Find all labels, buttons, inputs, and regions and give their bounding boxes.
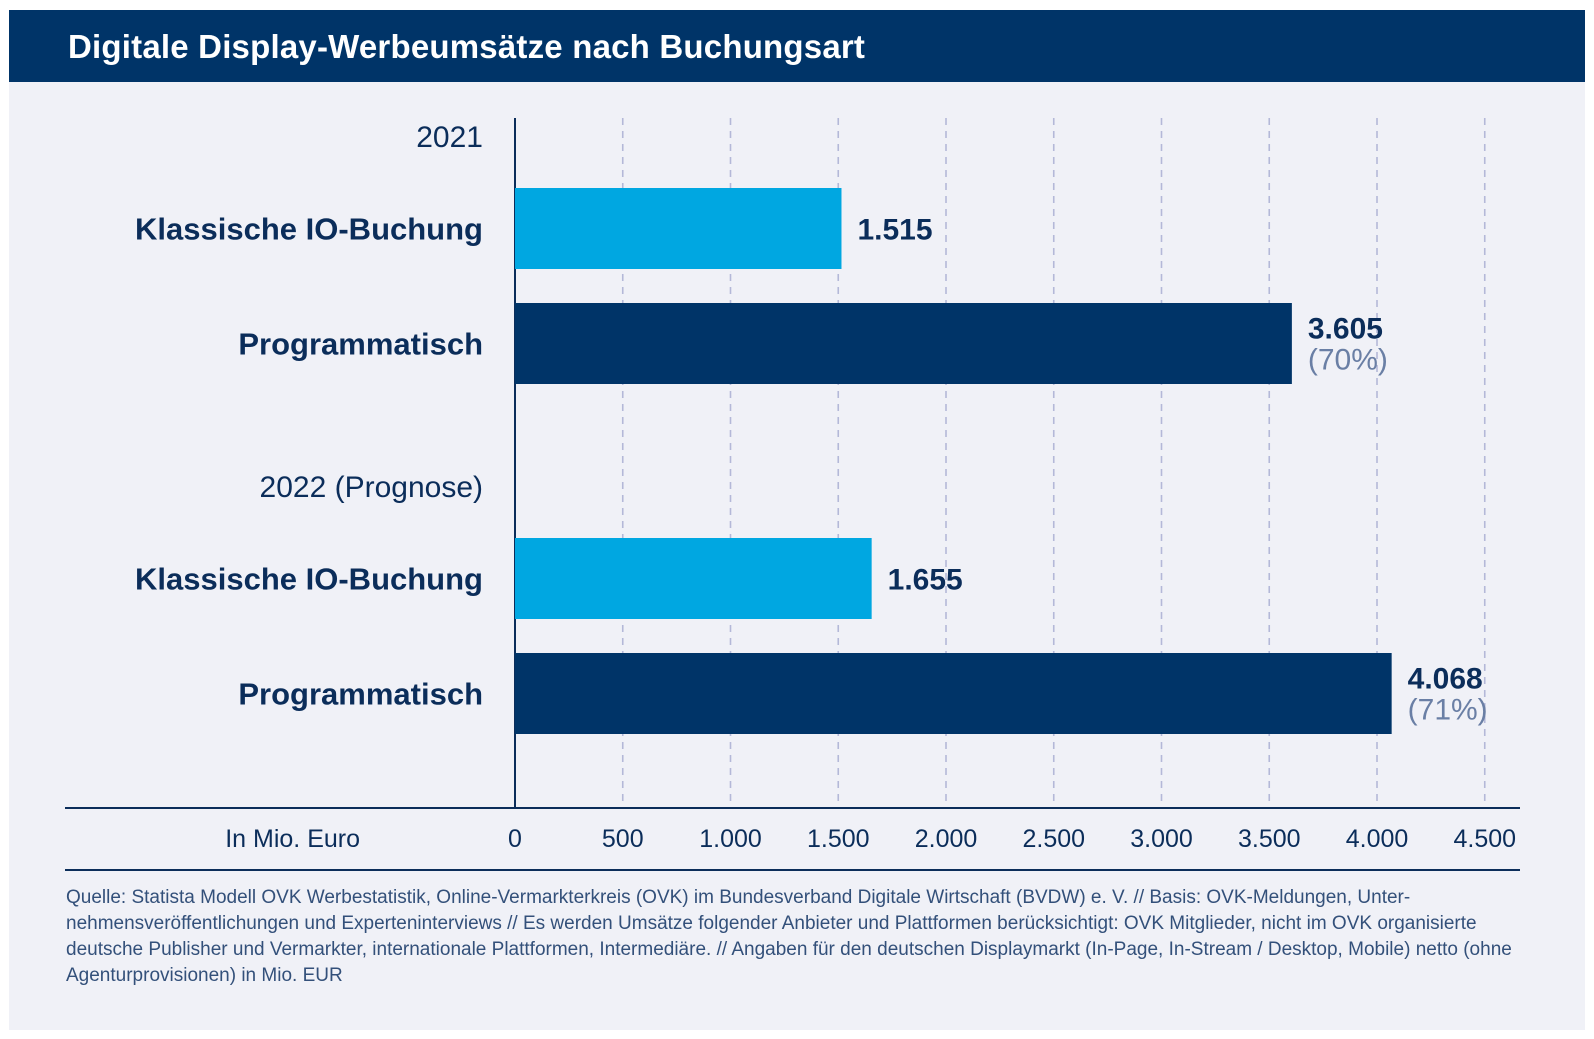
data-label: 1.515	[857, 214, 932, 247]
bar	[515, 188, 842, 269]
x-tick-label: 500	[602, 825, 644, 853]
chart-title: Digitale Display-Werbeumsätze nach Buchu…	[68, 28, 866, 65]
data-label: 1.655	[888, 564, 963, 597]
x-tick-label: 4.500	[1453, 825, 1516, 853]
labels: 0 500 1.000 1.500 2.000 2.500 3.000 3.500 4.000 4…	[135, 121, 1516, 853]
bar	[515, 303, 1292, 384]
group-label: 2022 (Prognose)	[260, 471, 483, 504]
bar	[515, 653, 1392, 734]
x-tick-label: 3.000	[1130, 825, 1193, 853]
category-label: Programmatisch	[238, 327, 483, 362]
category-label: Klassische IO-Buchung	[135, 212, 483, 247]
share-label: (70%)	[1308, 344, 1388, 377]
x-axis-label: In Mio. Euro	[225, 825, 360, 853]
x-tick-label: 0	[508, 825, 522, 853]
x-tick-label: 1.000	[699, 825, 762, 853]
data-label: 3.605	[1308, 313, 1383, 346]
source-note: Quelle: Statista Modell OVK Werbestatist…	[66, 887, 1512, 986]
x-tick-label: 2.000	[915, 825, 978, 853]
data-label: 4.068	[1408, 663, 1483, 696]
group-label: 2021	[416, 121, 483, 154]
x-tick-label: 4.000	[1346, 825, 1409, 853]
category-label: Programmatisch	[238, 677, 483, 712]
x-tick-label: 2.500	[1022, 825, 1085, 853]
header-bar	[9, 10, 1585, 82]
bars	[515, 188, 1392, 734]
chart-panel	[9, 10, 1585, 1030]
share-label: (71%)	[1408, 694, 1488, 727]
bar	[515, 538, 872, 619]
x-tick-label: 1.500	[807, 825, 870, 853]
x-tick-label: 3.500	[1238, 825, 1301, 853]
category-label: Klassische IO-Buchung	[135, 562, 483, 597]
